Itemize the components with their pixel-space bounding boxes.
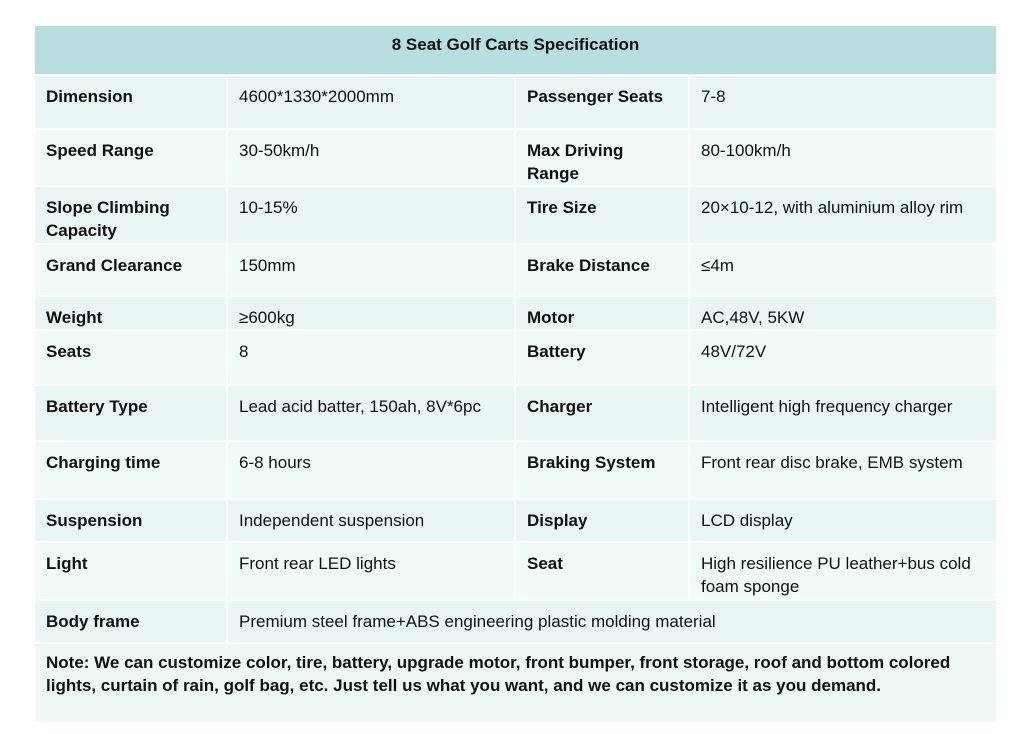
table-title: 8 Seat Golf Carts Specification	[35, 26, 998, 76]
spec-label: Tire Size	[516, 187, 690, 245]
spec-value: Premium steel frame+ABS engineering plas…	[228, 601, 998, 644]
spec-label: Grand Clearance	[35, 245, 228, 297]
spec-label: Seats	[35, 331, 228, 386]
spec-value: 80-100km/h	[690, 130, 998, 187]
spec-label: Slope Climbing Capacity	[35, 187, 228, 245]
spec-value: 6-8 hours	[228, 442, 516, 500]
spec-label: Seat	[516, 543, 690, 601]
spec-value: 7-8	[690, 76, 998, 130]
spec-label: Charger	[516, 386, 690, 442]
spec-label: Display	[516, 500, 690, 543]
spec-value: 8	[228, 331, 516, 386]
spec-label: Braking System	[516, 442, 690, 500]
spec-value: Independent suspension	[228, 500, 516, 543]
spec-value: 4600*1330*2000mm	[228, 76, 516, 130]
spec-label: Motor	[516, 297, 690, 331]
spec-value: 20×10-12, with aluminium alloy rim	[690, 187, 998, 245]
spec-label: Weight	[35, 297, 228, 331]
spec-value: High resilience PU leather+bus cold foam…	[690, 543, 998, 601]
spec-label: Battery	[516, 331, 690, 386]
spec-value: Front rear LED lights	[228, 543, 516, 601]
spec-label: Charging time	[35, 442, 228, 500]
spec-value: Intelligent high frequency charger	[690, 386, 998, 442]
spec-value: 30-50km/h	[228, 130, 516, 187]
spec-value: 150mm	[228, 245, 516, 297]
note: Note: We can customize color, tire, batt…	[35, 644, 998, 724]
spec-label: Suspension	[35, 500, 228, 543]
spec-label: Passenger Seats	[516, 76, 690, 130]
spec-label: Speed Range	[35, 130, 228, 187]
spec-value: AC,48V, 5KW	[690, 297, 998, 331]
spec-label: Max Driving Range	[516, 130, 690, 187]
spec-label: Battery Type	[35, 386, 228, 442]
spec-value: LCD display	[690, 500, 998, 543]
spec-label: Light	[35, 543, 228, 601]
spec-value: 10-15%	[228, 187, 516, 245]
spec-value: Lead acid batter, 150ah, 8V*6pc	[228, 386, 516, 442]
spec-value: ≤4m	[690, 245, 998, 297]
spec-label: Brake Distance	[516, 245, 690, 297]
spec-value: Front rear disc brake, EMB system	[690, 442, 998, 500]
spec-value: 48V/72V	[690, 331, 998, 386]
spec-label: Dimension	[35, 76, 228, 130]
spec-label: Body frame	[35, 601, 228, 644]
spec-value: ≥600kg	[228, 297, 516, 331]
